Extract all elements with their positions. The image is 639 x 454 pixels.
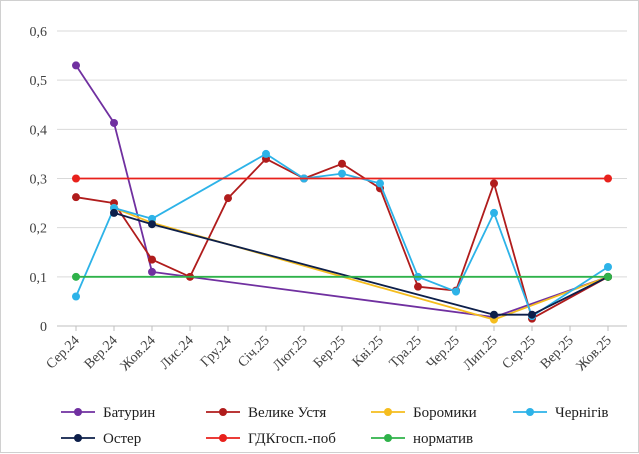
x-tick-label: Січ.25: [236, 333, 273, 370]
series-0: [72, 61, 612, 322]
data-point: [148, 267, 156, 276]
legend-label: Батурин: [103, 405, 155, 421]
data-point: [338, 159, 346, 168]
series-3: [72, 149, 612, 321]
legend-label: ГДКгосп.-поб: [248, 431, 336, 447]
legend-marker: [384, 434, 392, 442]
series-line: [113, 207, 609, 321]
x-tick-label: Вер.25: [538, 333, 577, 372]
data-point: [110, 118, 118, 127]
data-point: [604, 174, 612, 183]
x-tick-label: Жов.24: [118, 333, 159, 374]
x-tick-label: Тра.25: [387, 333, 425, 371]
data-point: [148, 220, 156, 229]
series-5: [72, 174, 612, 183]
x-tick-label: Лют.25: [270, 333, 311, 374]
data-point: [72, 174, 80, 183]
data-point: [72, 193, 80, 202]
y-axis: 0 0,1 0,2 0,3 0,4 0,5 0,6: [30, 25, 48, 335]
legend-item: норматив: [371, 431, 473, 447]
series-6: [72, 272, 612, 281]
y-tick-label: 0,1: [30, 271, 48, 286]
legend-item: Батурин: [61, 405, 155, 421]
legend-marker: [384, 408, 392, 416]
legend-item: Велике Устя: [206, 405, 326, 421]
legend-item: Боромики: [371, 405, 477, 421]
legend-label: норматив: [413, 431, 473, 447]
legend-marker: [74, 408, 82, 416]
data-point: [604, 263, 612, 271]
data-point: [528, 310, 536, 319]
legend-marker: [219, 408, 227, 416]
series-2: [110, 204, 612, 324]
x-tick-label: Жов.25: [574, 333, 615, 374]
legend-label: Чернігів: [555, 405, 609, 421]
series-layer: [72, 61, 612, 324]
x-tick-label: Лис.24: [157, 333, 196, 372]
x-tick-label: Чер.25: [424, 333, 463, 372]
data-point: [338, 169, 346, 178]
data-point: [490, 310, 498, 319]
x-tick-label: Гру.24: [198, 333, 235, 370]
legend-label: Боромики: [413, 405, 477, 421]
data-point: [414, 282, 422, 291]
data-point: [262, 149, 270, 158]
data-point: [224, 194, 232, 203]
data-point: [72, 272, 80, 281]
data-point: [490, 179, 498, 188]
series-line: [75, 64, 609, 319]
y-tick-label: 0,2: [30, 222, 48, 237]
data-point: [72, 61, 80, 70]
x-tick-label: Кві.25: [350, 333, 387, 370]
x-tick-label: Сер.25: [500, 333, 539, 372]
legend-marker: [74, 434, 82, 442]
legend: Батурин Велике Устя Боромики Чернігів Остер Г…: [61, 405, 609, 447]
data-point: [376, 179, 384, 188]
data-point: [452, 287, 460, 296]
x-tick-label: Бер.25: [311, 333, 349, 371]
legend-marker: [526, 408, 534, 416]
legend-item: Чернігів: [513, 405, 609, 421]
y-tick-label: 0,5: [30, 74, 48, 89]
x-tick-label: Лип.25: [461, 333, 501, 373]
legend-item: Остер: [61, 431, 141, 447]
legend-label: Остер: [103, 431, 141, 447]
y-tick-label: 0,4: [30, 123, 48, 138]
data-point: [490, 208, 498, 217]
y-tick-label: 0: [40, 320, 47, 335]
legend-label: Велике Устя: [248, 405, 326, 421]
series-line: [75, 157, 609, 320]
y-tick-label: 0,6: [30, 25, 48, 40]
legend-item: ГДКгосп.-поб: [206, 431, 336, 447]
x-tick-label: Вер.24: [82, 333, 121, 372]
data-point: [148, 255, 156, 264]
legend-marker: [219, 434, 227, 442]
data-point: [72, 292, 80, 301]
data-point: [110, 208, 118, 217]
x-tick-label: Сер.24: [44, 333, 83, 372]
data-point: [604, 272, 612, 281]
y-tick-label: 0,3: [30, 173, 48, 188]
